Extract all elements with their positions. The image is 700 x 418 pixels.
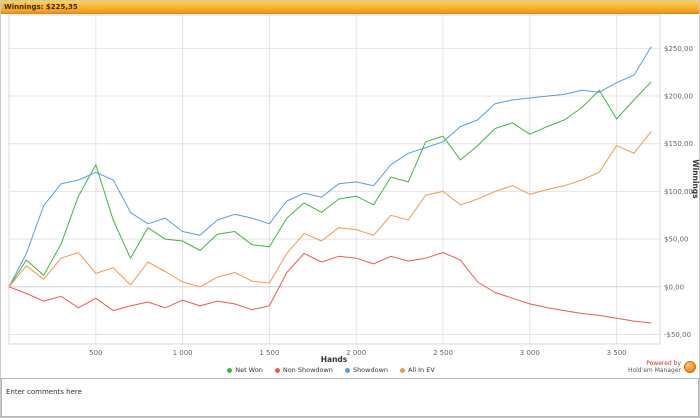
- x-tick-label: 2 000: [346, 349, 366, 357]
- all-in-ev-dot-icon: [400, 367, 406, 373]
- y-axis-title: Winnings: [691, 159, 700, 199]
- chart-legend: Net Won Non Showdown Showdown All In EV: [1, 366, 661, 374]
- series-line-non-showdown: [8, 252, 652, 324]
- legend-label: Net Won: [235, 366, 263, 374]
- powered-by: Powered by Hold'em Manager: [628, 360, 696, 374]
- winnings-chart: 500 1 000 1 500 2 000 2 500 3 000 3 500 -$50,00…: [8, 14, 700, 364]
- x-tick-label: 1 000: [173, 349, 193, 357]
- x-axis-title: Hands: [321, 355, 348, 364]
- comment-area: [1, 378, 699, 417]
- y-tick-label: $200,00: [664, 93, 693, 101]
- powered-by-label: Powered by: [646, 360, 681, 367]
- window-title-bar: Winnings: $225,35: [1, 1, 699, 14]
- legend-label: All In EV: [408, 366, 435, 374]
- comment-input[interactable]: [2, 384, 698, 400]
- showdown-dot-icon: [344, 367, 350, 373]
- x-tick-label: 3 000: [520, 349, 540, 357]
- winnings-title: Winnings: $225,35: [4, 3, 78, 11]
- legend-item-net-won: Net Won: [227, 366, 263, 374]
- plot-border: [8, 14, 661, 345]
- y-tick-label: -$50,00: [664, 331, 691, 339]
- series-line-showdown: [8, 46, 652, 288]
- y-tick-label: $250,00: [664, 45, 693, 53]
- series-layer: [8, 46, 652, 324]
- x-tick-label: 3 500: [607, 349, 627, 357]
- y-tick-label: $150,00: [664, 140, 693, 148]
- series-line-all-in-ev: [8, 130, 652, 288]
- y-tick-label: $0,00: [664, 283, 684, 291]
- holdem-manager-logo-icon: [684, 361, 696, 373]
- legend-item-showdown: Showdown: [344, 366, 389, 374]
- holdem-manager-label: Hold'em Manager: [627, 367, 681, 374]
- x-tick-label: 500: [89, 349, 102, 357]
- non-showdown-dot-icon: [274, 367, 280, 373]
- x-tick-label: 1 500: [259, 349, 279, 357]
- legend-item-non-showdown: Non Showdown: [274, 366, 333, 374]
- grid-layer: [8, 14, 661, 345]
- legend-item-all-in-ev: All In EV: [400, 366, 435, 374]
- y-tick-label: $50,00: [664, 236, 689, 244]
- net-won-dot-icon: [227, 367, 233, 373]
- tick-layer: 500 1 000 1 500 2 000 2 500 3 000 3 500 -$50,00…: [89, 45, 693, 357]
- x-tick-label: 2 500: [433, 349, 453, 357]
- y-tick-label: $100,00: [664, 188, 693, 196]
- series-line-net-won: [8, 81, 652, 288]
- legend-label: Showdown: [352, 366, 389, 374]
- legend-label: Non Showdown: [282, 366, 333, 374]
